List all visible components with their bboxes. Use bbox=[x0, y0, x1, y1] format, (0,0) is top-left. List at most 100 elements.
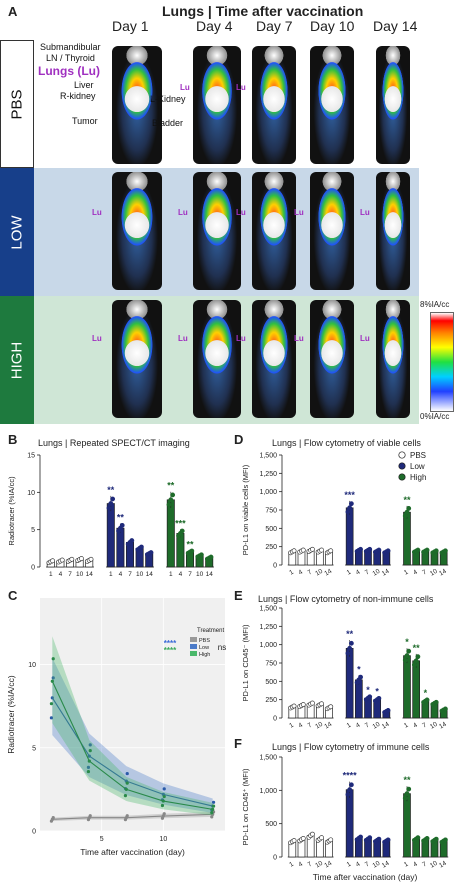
panel-b-x-tick-label: 4 bbox=[179, 571, 183, 578]
panel-f-y-tick-label: 1,500 bbox=[259, 755, 277, 762]
panel-e-data-point bbox=[345, 650, 351, 656]
panel-c-data-point bbox=[211, 804, 216, 808]
panel-e-x-tick-label: 4 bbox=[297, 722, 304, 730]
panel-f-data-point bbox=[310, 831, 315, 837]
panel-f-x-tick-label: 1 bbox=[288, 861, 295, 869]
panel-d-x-tick-label: 14 bbox=[438, 568, 448, 578]
panel-d-data-point bbox=[345, 509, 351, 515]
panel-d-legend-marker bbox=[398, 451, 406, 459]
panel-f-data-point bbox=[328, 837, 334, 843]
panel-d-x-tick-label: 10 bbox=[314, 568, 324, 578]
panel-d-x-tick-label: 7 bbox=[421, 569, 428, 577]
panel-c-legend-swatch bbox=[190, 637, 197, 642]
panel-c-data-point bbox=[162, 794, 166, 799]
panel-b-data-point bbox=[168, 497, 174, 503]
panel-e-data-point bbox=[358, 674, 363, 680]
panel-f-x-tick-label: 14 bbox=[438, 860, 448, 870]
panel-d-x-tick-label: 4 bbox=[355, 569, 362, 577]
panel-d-title: Lungs | Flow cytometry of viable cells bbox=[272, 438, 421, 448]
panel-d-bar bbox=[403, 511, 411, 566]
panel-b-data-point bbox=[179, 528, 185, 534]
panel-e-data-point bbox=[402, 657, 408, 663]
panel-a-title: Lungs | Time after vaccination bbox=[162, 3, 364, 19]
panel-e-x-tick-label: 1 bbox=[288, 722, 295, 730]
panel-c-data-point bbox=[87, 759, 91, 763]
panel-d-letter: D bbox=[234, 432, 244, 447]
panel-e-data-point bbox=[376, 695, 382, 701]
panel-b-data-point bbox=[166, 502, 172, 508]
panel-e-significance-stars: ** bbox=[413, 643, 421, 653]
panel-d-y-tick-label: 1,500 bbox=[259, 453, 277, 460]
day-label-10: Day 10 bbox=[310, 18, 355, 34]
lu-label: Lu bbox=[236, 83, 246, 92]
panel-d-legend-label: Low bbox=[410, 462, 425, 471]
panel-c-y-axis-label: Radiotracer (%IA/cc) bbox=[6, 675, 16, 754]
panel-c-data-point bbox=[211, 807, 215, 811]
panel-c-confidence-band bbox=[52, 636, 213, 816]
anno-liver: Liver bbox=[74, 80, 94, 90]
panel-b-data-point bbox=[139, 544, 144, 550]
panel-f-x-tick-label: 7 bbox=[307, 861, 314, 869]
panel-c-data-point bbox=[161, 799, 165, 803]
panel-b-significance-stars: ** bbox=[107, 485, 115, 495]
panel-f-data-point bbox=[291, 838, 297, 843]
panel-c-stars-low: **** bbox=[164, 639, 177, 648]
panel-b-data-point bbox=[79, 556, 84, 561]
panel-b-data-point bbox=[170, 492, 176, 498]
panel-c-data-point bbox=[50, 679, 54, 683]
panel-d-y-tick-label: 750 bbox=[265, 508, 277, 515]
panel-d-y-tick-label: 1,250 bbox=[259, 471, 277, 478]
panel-e-bar bbox=[345, 647, 354, 719]
panel-f-y-tick-label: 1,000 bbox=[259, 788, 277, 795]
panel-c-legend-swatch bbox=[190, 651, 197, 656]
anno-l-kidney: L-Kidney bbox=[150, 94, 186, 104]
panel-e-significance-stars: ** bbox=[346, 629, 354, 639]
panel-e-bar bbox=[354, 679, 363, 719]
panel-b-x-tick-label: 7 bbox=[188, 571, 192, 578]
panel-c-data-point bbox=[210, 815, 214, 819]
panel-b-data-point bbox=[69, 556, 75, 562]
panel-c-x-axis-label: Time after vaccination (day) bbox=[80, 847, 185, 857]
panel-e-data-point bbox=[404, 653, 410, 659]
panel-d-x-tick-label: 4 bbox=[297, 569, 304, 577]
panel-d-y-tick-label: 500 bbox=[265, 526, 277, 533]
panel-b-y-tick-label: 15 bbox=[27, 453, 35, 460]
panel-f-data-point bbox=[443, 837, 448, 843]
panel-d-data-point bbox=[358, 546, 363, 552]
panel-f-data-point bbox=[347, 787, 353, 793]
panel-b-x-tick-label: 7 bbox=[68, 571, 72, 578]
panel-f-x-tick-label: 4 bbox=[297, 861, 304, 869]
panel-b-significance-stars: ** bbox=[117, 513, 125, 523]
panel-d-y-tick-label: 0 bbox=[273, 563, 277, 570]
panel-d-data-point bbox=[347, 505, 353, 511]
panel-c-ns-label: ns bbox=[218, 643, 226, 652]
panel-c-data-point bbox=[86, 769, 91, 774]
panel-b-y-tick-label: 5 bbox=[31, 527, 35, 534]
panel-b-significance-stars: ** bbox=[167, 481, 175, 491]
panel-e-y-tick-label: 1,500 bbox=[259, 606, 277, 613]
panel-b-x-tick-label: 4 bbox=[119, 571, 123, 578]
day-label-4: Day 4 bbox=[196, 18, 233, 34]
panel-e-x-tick-label: 4 bbox=[412, 722, 419, 730]
panel-f-bar bbox=[403, 793, 411, 858]
panel-d-data-point bbox=[406, 505, 412, 511]
spect-ct-mouse-image bbox=[252, 46, 296, 164]
panel-b-bar bbox=[106, 503, 115, 568]
lu-label: Lu bbox=[294, 334, 304, 343]
panel-f-x-tick-label: 7 bbox=[421, 861, 428, 869]
panel-e-y-tick-label: 500 bbox=[265, 679, 277, 686]
panel-d-bar bbox=[345, 507, 354, 566]
panel-b-x-tick-label: 10 bbox=[136, 571, 144, 578]
panel-c-letter: C bbox=[8, 588, 18, 603]
panel-f-y-tick-label: 500 bbox=[265, 821, 277, 828]
panel-d-data-point bbox=[291, 548, 297, 554]
panel-d-legend-label: High bbox=[410, 473, 426, 482]
panel-b-significance-stars: *** bbox=[175, 518, 186, 528]
lu-label: Lu bbox=[236, 334, 246, 343]
panel-e-data-point bbox=[443, 706, 448, 712]
panel-d-legend-marker bbox=[398, 473, 406, 481]
panel-d-data-point bbox=[443, 548, 448, 554]
panel-b-data-point bbox=[208, 554, 214, 560]
spect-ct-mouse-image bbox=[376, 300, 410, 418]
